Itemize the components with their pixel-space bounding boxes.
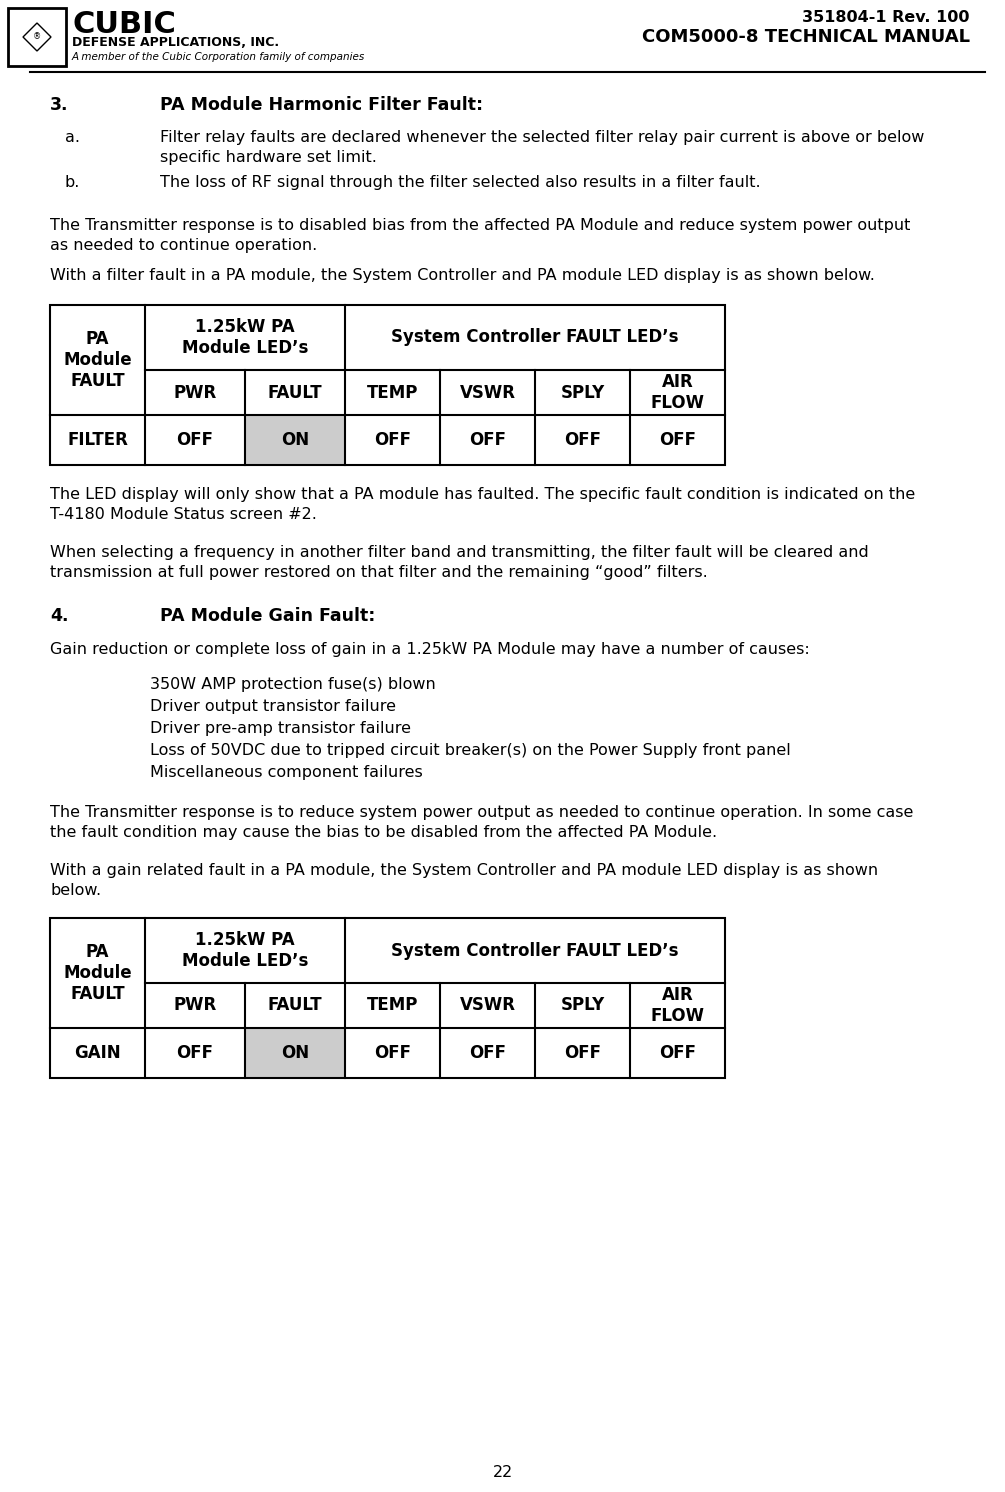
Text: The LED display will only show that a PA module has faulted. The specific fault : The LED display will only show that a PA… — [50, 486, 916, 501]
Text: The Transmitter response is to disabled bias from the affected PA Module and red: The Transmitter response is to disabled … — [50, 218, 911, 233]
Text: PA Module Gain Fault:: PA Module Gain Fault: — [160, 607, 376, 625]
Text: With a gain related fault in a PA module, the System Controller and PA module LE: With a gain related fault in a PA module… — [50, 862, 878, 877]
Text: a.: a. — [65, 130, 80, 145]
Text: Driver output transistor failure: Driver output transistor failure — [150, 698, 396, 715]
Text: 1.25kW PA
Module LED’s: 1.25kW PA Module LED’s — [182, 318, 309, 357]
Text: DEFENSE APPLICATIONS, INC.: DEFENSE APPLICATIONS, INC. — [72, 36, 279, 49]
Text: FILTER: FILTER — [67, 431, 128, 449]
Text: AIR
FLOW: AIR FLOW — [650, 986, 705, 1025]
Text: GAIN: GAIN — [74, 1044, 121, 1062]
Text: The loss of RF signal through the filter selected also results in a filter fault: The loss of RF signal through the filter… — [160, 175, 761, 189]
Text: FAULT: FAULT — [267, 383, 323, 401]
Text: FAULT: FAULT — [267, 997, 323, 1015]
Text: b.: b. — [65, 175, 80, 189]
Text: PA
Module
FAULT: PA Module FAULT — [63, 943, 132, 1003]
Text: OFF: OFF — [659, 431, 696, 449]
Text: OFF: OFF — [177, 1044, 213, 1062]
Text: transmission at full power restored on that filter and the remaining “good” filt: transmission at full power restored on t… — [50, 565, 708, 580]
Text: PA
Module
FAULT: PA Module FAULT — [63, 330, 132, 389]
Text: Filter relay faults are declared whenever the selected filter relay pair current: Filter relay faults are declared wheneve… — [160, 130, 925, 145]
Text: 351804-1 Rev. 100: 351804-1 Rev. 100 — [803, 10, 970, 25]
Text: ON: ON — [281, 1044, 310, 1062]
Text: ®: ® — [33, 33, 41, 42]
Text: Gain reduction or complete loss of gain in a 1.25kW PA Module may have a number : Gain reduction or complete loss of gain … — [50, 642, 810, 656]
Text: System Controller FAULT LED’s: System Controller FAULT LED’s — [391, 328, 678, 346]
Text: OFF: OFF — [469, 431, 506, 449]
Text: T-4180 Module Status screen #2.: T-4180 Module Status screen #2. — [50, 507, 317, 522]
Bar — [50, 918, 725, 1079]
Text: below.: below. — [50, 883, 102, 898]
Text: When selecting a frequency in another filter band and transmitting, the filter f: When selecting a frequency in another fi… — [50, 545, 868, 560]
Text: AIR
FLOW: AIR FLOW — [650, 373, 705, 412]
Text: System Controller FAULT LED’s: System Controller FAULT LED’s — [391, 941, 678, 959]
Text: SPLY: SPLY — [561, 997, 605, 1015]
Bar — [245, 1028, 345, 1079]
Text: 1.25kW PA
Module LED’s: 1.25kW PA Module LED’s — [182, 931, 309, 970]
Text: as needed to continue operation.: as needed to continue operation. — [50, 239, 318, 254]
Text: specific hardware set limit.: specific hardware set limit. — [160, 151, 377, 166]
Text: PWR: PWR — [174, 997, 217, 1015]
Text: VSWR: VSWR — [459, 997, 516, 1015]
Text: COM5000-8 TECHNICAL MANUAL: COM5000-8 TECHNICAL MANUAL — [642, 28, 970, 46]
Text: 350W AMP protection fuse(s) blown: 350W AMP protection fuse(s) blown — [150, 677, 436, 692]
Text: 3.: 3. — [50, 95, 68, 113]
Text: OFF: OFF — [659, 1044, 696, 1062]
Bar — [50, 304, 725, 466]
Text: OFF: OFF — [177, 431, 213, 449]
Text: Loss of 50VDC due to tripped circuit breaker(s) on the Power Supply front panel: Loss of 50VDC due to tripped circuit bre… — [150, 743, 791, 758]
Text: 22: 22 — [492, 1465, 513, 1480]
Text: ON: ON — [281, 431, 310, 449]
Text: Miscellaneous component failures: Miscellaneous component failures — [150, 765, 423, 780]
Text: OFF: OFF — [564, 431, 601, 449]
Text: The Transmitter response is to reduce system power output as needed to continue : The Transmitter response is to reduce sy… — [50, 806, 914, 821]
Text: PA Module Harmonic Filter Fault:: PA Module Harmonic Filter Fault: — [160, 95, 483, 113]
Text: OFF: OFF — [374, 1044, 411, 1062]
Text: PWR: PWR — [174, 383, 217, 401]
Bar — [8, 7, 66, 66]
Text: 4.: 4. — [50, 607, 68, 625]
Text: OFF: OFF — [374, 431, 411, 449]
Text: the fault condition may cause the bias to be disabled from the affected PA Modul: the fault condition may cause the bias t… — [50, 825, 718, 840]
Text: SPLY: SPLY — [561, 383, 605, 401]
Text: Driver pre-amp transistor failure: Driver pre-amp transistor failure — [150, 721, 411, 736]
Text: TEMP: TEMP — [367, 383, 418, 401]
Text: TEMP: TEMP — [367, 997, 418, 1015]
Text: CUBIC: CUBIC — [72, 10, 176, 39]
Text: With a filter fault in a PA module, the System Controller and PA module LED disp: With a filter fault in a PA module, the … — [50, 269, 875, 283]
Text: VSWR: VSWR — [459, 383, 516, 401]
Bar — [245, 415, 345, 466]
Text: OFF: OFF — [469, 1044, 506, 1062]
Text: A member of the Cubic Corporation family of companies: A member of the Cubic Corporation family… — [72, 52, 365, 63]
Text: OFF: OFF — [564, 1044, 601, 1062]
